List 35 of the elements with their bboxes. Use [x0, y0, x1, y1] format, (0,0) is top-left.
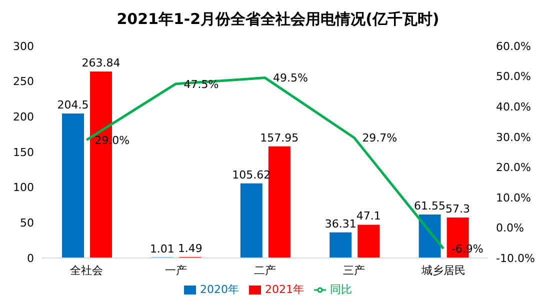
legend-label: 同比 — [330, 283, 352, 296]
y-tick-label: 300 — [13, 40, 34, 53]
y2-tick-label: 0.0% — [496, 222, 524, 235]
y-tick-label: 250 — [13, 75, 34, 88]
y-tick-label: 200 — [13, 110, 34, 124]
x-tick-label: 二产 — [254, 264, 276, 277]
data-label: 29.7% — [362, 132, 398, 145]
legend-label: 2020年 — [200, 283, 239, 296]
data-label: 157.95 — [260, 131, 299, 144]
y-tick-label: 150 — [13, 146, 34, 159]
data-label: 47.1 — [356, 210, 381, 223]
x-tick-label: 三产 — [343, 264, 366, 277]
x-tick-label: 全社会 — [70, 264, 104, 277]
data-label: 1.49 — [178, 242, 202, 255]
y-tick-label: 100 — [13, 181, 34, 194]
y2-tick-label: 30.0% — [496, 130, 531, 144]
data-label: 49.5% — [273, 72, 308, 85]
chart-title: 2021年1-2月份全省全社会用电情况(亿千瓦时) — [116, 10, 440, 30]
legend-label: 2021年 — [265, 283, 304, 296]
data-label: 204.5 — [57, 98, 89, 112]
x-tick-label: 城乡居民 — [420, 264, 466, 277]
data-label: 1.01 — [150, 242, 174, 256]
y-tick-label: 50 — [20, 216, 34, 230]
y-tick-label: 0 — [27, 252, 34, 265]
data-label: 263.84 — [82, 56, 120, 70]
x-tick-label: 一产 — [164, 264, 187, 277]
data-label: 57.3 — [446, 202, 470, 216]
y2-tick-label: 40.0% — [496, 100, 531, 114]
y2-tick-label: 50.0% — [496, 70, 531, 84]
y2-tick-label: -10.0% — [496, 252, 535, 265]
y2-tick-label: 20.0% — [496, 161, 531, 174]
y2-tick-label: 60.0% — [496, 40, 531, 53]
data-label: 36.31 — [324, 217, 356, 230]
y2-tick-label: 10.0% — [496, 191, 531, 204]
data-label: 61.55 — [414, 200, 446, 213]
